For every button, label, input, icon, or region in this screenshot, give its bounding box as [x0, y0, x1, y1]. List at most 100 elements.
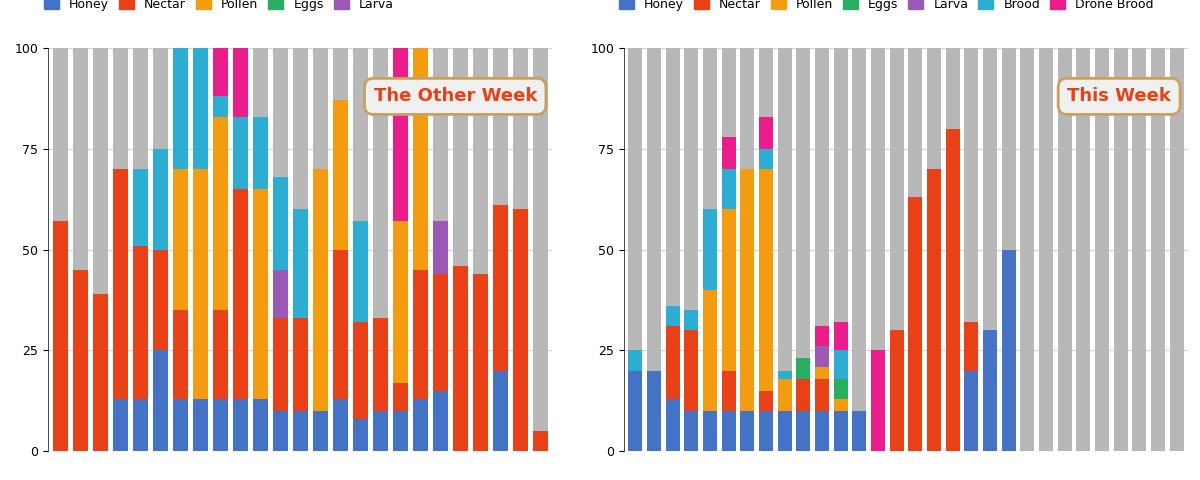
Bar	[212, 399, 228, 451]
Bar	[721, 48, 736, 451]
Bar	[392, 221, 408, 383]
Bar	[132, 399, 148, 451]
Bar	[272, 48, 288, 451]
Bar	[132, 169, 148, 246]
Bar	[173, 48, 187, 451]
Bar	[113, 399, 127, 451]
Bar	[212, 48, 228, 451]
Bar	[212, 96, 228, 117]
Bar	[252, 399, 268, 451]
Bar	[1002, 48, 1015, 451]
Bar	[703, 411, 716, 451]
Bar	[740, 48, 755, 451]
Bar	[1133, 48, 1146, 451]
Bar	[432, 221, 448, 274]
Bar	[212, 117, 228, 310]
Bar	[1039, 48, 1054, 451]
Bar	[946, 48, 960, 451]
Bar	[473, 48, 487, 451]
Bar	[272, 270, 288, 318]
Bar	[293, 209, 307, 318]
Bar	[666, 48, 679, 451]
Bar	[871, 350, 884, 451]
Bar	[834, 379, 847, 399]
Bar	[272, 318, 288, 411]
Bar	[353, 221, 367, 322]
Bar	[272, 177, 288, 270]
Bar	[703, 290, 716, 411]
Bar	[721, 169, 736, 209]
Bar	[212, 310, 228, 399]
Bar	[797, 359, 810, 379]
Bar	[293, 411, 307, 451]
Bar	[928, 48, 941, 451]
Bar	[758, 169, 773, 391]
Bar	[332, 100, 348, 250]
Bar	[192, 48, 208, 451]
Bar	[53, 48, 67, 451]
Bar	[928, 169, 941, 451]
Bar	[758, 117, 773, 149]
Bar	[834, 399, 847, 411]
Bar	[353, 48, 367, 451]
Bar	[72, 48, 88, 451]
Bar	[372, 318, 388, 411]
Bar	[815, 48, 829, 451]
Bar	[797, 411, 810, 451]
Bar	[666, 306, 679, 326]
Bar	[629, 371, 642, 451]
Bar	[946, 129, 960, 451]
Bar	[758, 149, 773, 169]
Bar	[758, 48, 773, 451]
Bar	[113, 48, 127, 451]
Bar	[392, 383, 408, 411]
Bar	[372, 411, 388, 451]
Bar	[1002, 250, 1015, 451]
Bar	[684, 330, 698, 411]
Bar	[113, 169, 127, 399]
Bar	[834, 411, 847, 451]
Bar	[452, 266, 468, 451]
Bar	[815, 367, 829, 379]
Bar	[492, 371, 508, 451]
Bar	[778, 48, 792, 451]
Bar	[92, 294, 108, 451]
Bar	[332, 48, 348, 451]
Bar	[797, 48, 810, 451]
Bar	[834, 48, 847, 451]
Bar	[372, 48, 388, 451]
Text: The Other Week: The Other Week	[373, 87, 536, 106]
Bar	[647, 371, 661, 451]
Bar	[332, 250, 348, 399]
Bar	[72, 270, 88, 451]
Bar	[512, 209, 528, 451]
Bar	[889, 330, 904, 451]
Bar	[1151, 48, 1165, 451]
Bar	[192, 48, 208, 169]
Bar	[684, 310, 698, 330]
Bar	[152, 350, 168, 451]
Bar	[815, 326, 829, 347]
Bar	[889, 48, 904, 451]
Bar	[53, 221, 67, 451]
Bar	[233, 399, 247, 451]
Bar	[666, 326, 679, 399]
Bar	[173, 48, 187, 169]
Bar	[293, 48, 307, 451]
Bar	[92, 48, 108, 451]
Bar	[684, 411, 698, 451]
Bar	[432, 274, 448, 391]
Bar	[721, 411, 736, 451]
Bar	[852, 411, 866, 451]
Bar	[272, 411, 288, 451]
Bar	[778, 411, 792, 451]
Bar	[233, 48, 247, 451]
Bar	[392, 411, 408, 451]
Bar	[983, 48, 997, 451]
Bar	[152, 149, 168, 250]
Bar	[492, 205, 508, 371]
Bar	[312, 169, 328, 411]
Bar	[983, 330, 997, 451]
Bar	[132, 246, 148, 399]
Bar	[778, 379, 792, 411]
